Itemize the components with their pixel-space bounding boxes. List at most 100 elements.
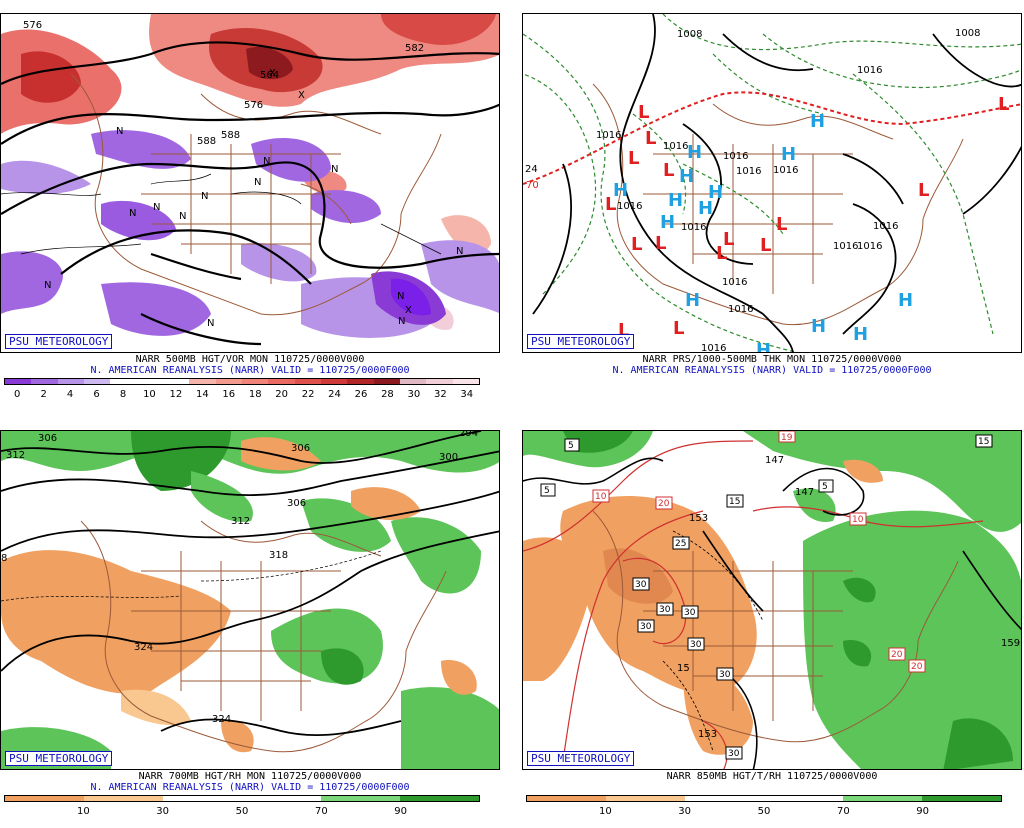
panel-valid-line: N. AMERICAN REANALYSIS (NARR) VALID = 11…: [612, 365, 932, 376]
panel-850mb-rh: 147 147 153 153 159 15 5 5 5 15 15 25 10…: [522, 430, 1022, 828]
colorbar-tick-label: 20: [275, 389, 289, 400]
panel-title: NARR 500MB HGT/VOR MON 110725/0000V000: [135, 354, 365, 365]
low-pressure-marker: L: [918, 180, 929, 201]
colorbar-tick-label: 10: [143, 389, 156, 400]
vor-symbol: N: [153, 202, 160, 213]
vor-symbol: X: [405, 305, 412, 316]
colorbar-swatch: [242, 796, 321, 801]
low-pressure-marker: L: [716, 243, 727, 264]
isobar-label: 1016: [857, 241, 882, 252]
rh700-height-label: 306: [287, 498, 306, 509]
rh850-box-label: 15: [729, 497, 740, 507]
colorbar-tick-label: 8: [119, 389, 127, 400]
vorticity-colorbar-labels: 0 2 4 6 8 10 12 14 16 18 20 22 24 26 28 30 32 34: [4, 389, 480, 401]
colorbar-swatch: [922, 796, 1001, 801]
colorbar-swatch: [84, 796, 163, 801]
rh850-box-label: 30: [719, 670, 731, 680]
low-pressure-marker: L: [631, 234, 642, 255]
rh850-box-label: 20: [891, 650, 903, 660]
colorbar-swatch: [373, 379, 400, 384]
rh850-box-label: 30: [640, 622, 652, 632]
isobar-label: 1008: [955, 28, 980, 39]
rh700-height-label: 312: [231, 516, 250, 527]
isobar-label: 1016: [681, 222, 706, 233]
colorbar-swatch: [321, 796, 400, 801]
high-pressure-marker: H: [660, 212, 675, 233]
rh850-box-label: 5: [822, 482, 828, 492]
rh700-height-label: 300: [439, 452, 458, 463]
isobar-label: 1008: [677, 29, 702, 40]
rh850-box-label: 25: [675, 539, 686, 549]
rh850-height-label: 153: [698, 729, 717, 740]
high-pressure-marker: H: [613, 180, 628, 201]
rh850-height-label: 15: [677, 663, 690, 674]
low-pressure-marker: L: [618, 320, 629, 341]
rh850-box-label: 10: [595, 492, 607, 502]
vorticity-map-svg: 576 582 576 588 588 564 N N N N N N N N …: [1, 14, 499, 352]
vor-symbol: N: [207, 318, 214, 329]
high-pressure-marker: H: [811, 316, 826, 337]
colorbar-tick-label: 34: [460, 389, 474, 400]
vor-symbol: X: [298, 90, 305, 101]
low-pressure-marker: L: [673, 318, 684, 339]
low-pressure-marker: L: [645, 128, 656, 149]
colorbar-tick-label: 30: [407, 389, 421, 400]
colorbar-tick-label: 16: [222, 389, 236, 400]
colorbar-tick-label: 30: [678, 806, 692, 817]
vor-symbol: N: [263, 156, 270, 167]
colorbar-tick-label: 0: [14, 389, 21, 400]
colorbar-tick-label: 24: [328, 389, 341, 400]
colorbar-swatch: [5, 796, 84, 801]
vor-symbol: N: [331, 164, 338, 175]
colorbar-tick-label: 6: [93, 389, 100, 400]
panel-500mb-vorticity: 576 582 576 588 588 564 N N N N N N N N …: [0, 13, 500, 411]
rh850-map: 147 147 153 153 159 15 5 5 5 15 15 25 10…: [522, 430, 1022, 770]
colorbar-swatch: [685, 796, 764, 801]
high-pressure-marker: H: [687, 142, 702, 163]
colorbar-tick-label: 50: [235, 806, 249, 817]
high-pressure-marker: H: [810, 111, 825, 132]
vor-symbol: N: [254, 177, 261, 188]
panel-title: NARR 850MB HGT/T/RH 110725/0000V000: [666, 771, 878, 782]
low-pressure-marker: L: [663, 160, 674, 181]
colorbar-tick-label: 18: [248, 389, 262, 400]
colorbar-swatch: [294, 379, 321, 384]
vorticity-colorbar: [4, 378, 480, 385]
vor-symbol: N: [129, 208, 136, 219]
low-pressure-marker: L: [723, 229, 734, 250]
brand-label: PSU METEOROLOGY: [5, 751, 113, 766]
isobar-label: 1016: [857, 65, 882, 76]
colorbar-swatch: [606, 796, 685, 801]
colorbar-tick-label: 4: [66, 389, 74, 400]
colorbar-swatch: [347, 379, 374, 384]
colorbar-tick-label: 90: [916, 806, 930, 817]
colorbar-tick-label: 10: [598, 806, 612, 817]
vor-contour-label: 588: [197, 136, 216, 147]
vor-contour-label: 564: [260, 70, 279, 81]
rh850-box-label: 5: [544, 486, 550, 496]
isobar-label: 1016: [773, 165, 798, 176]
high-pressure-marker: H: [679, 166, 694, 187]
rh850-colorbar-labels: 10 30 50 70 90: [526, 806, 1002, 818]
isobar-label: 1016: [617, 201, 642, 212]
rh850-box-label: 30: [659, 605, 671, 615]
rh850-height-label: 159: [1001, 638, 1020, 649]
isobar-label: 1016: [701, 343, 726, 353]
brand-label: PSU METEOROLOGY: [527, 751, 635, 766]
colorbar-swatch: [241, 379, 269, 384]
colorbar-swatch: [268, 379, 295, 384]
colorbar-swatch: [527, 796, 606, 801]
colorbar-tick-label: 12: [169, 389, 183, 400]
rh700-height-label: 8: [1, 553, 7, 564]
vor-contour-label: 588: [221, 130, 240, 141]
brand-label: PSU METEOROLOGY: [527, 334, 635, 349]
rh850-map-svg: 147 147 153 153 159 15 5 5 5 15 15 25 10…: [523, 431, 1021, 769]
colorbar-swatch: [162, 379, 190, 384]
colorbar-tick-label: 26: [354, 389, 368, 400]
rh850-box-label: 10: [852, 515, 864, 525]
colorbar-tick-label: 32: [433, 389, 447, 400]
vor-contour-label: 576: [23, 20, 42, 31]
rh700-height-label: 306: [291, 443, 310, 454]
rh850-box-label: 19: [781, 433, 793, 443]
vor-contour-label: 576: [244, 100, 263, 111]
